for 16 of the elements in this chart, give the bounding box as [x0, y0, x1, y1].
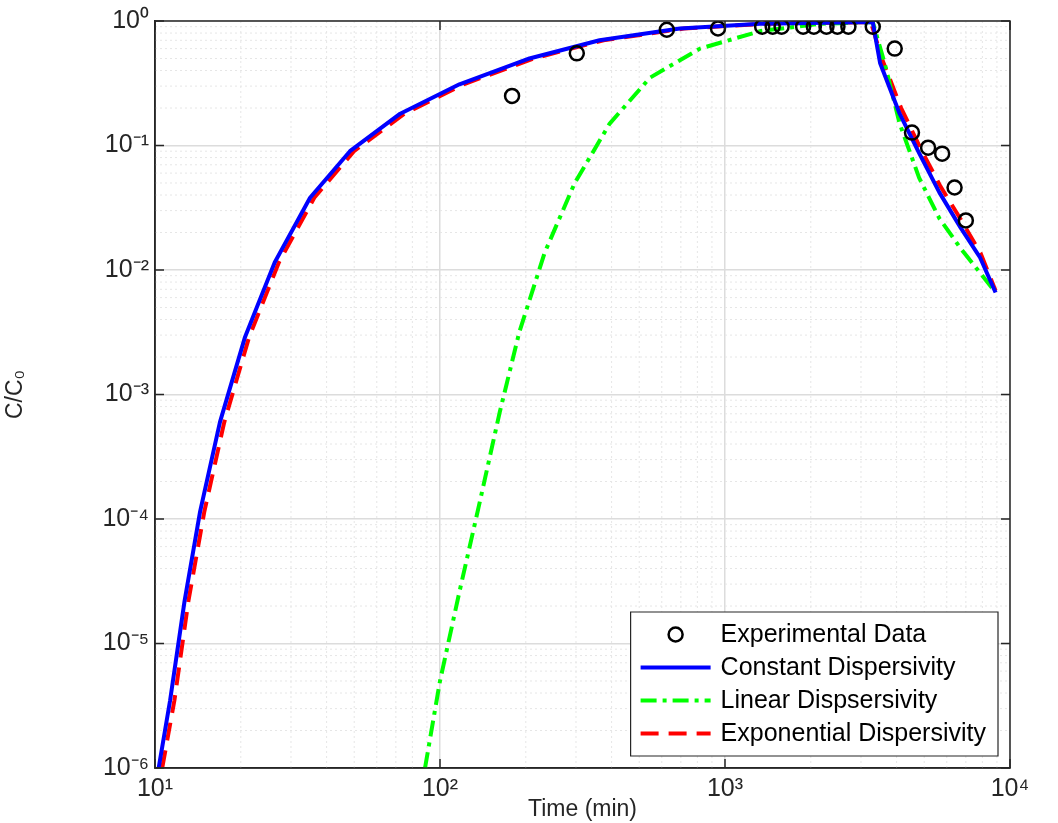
legend-label: Exponential Dispersivity — [720, 718, 987, 747]
x-axis-title: Time (min) — [527, 794, 638, 821]
y-tick-label: 10⁰ — [112, 4, 149, 33]
legend-label: Linear Dispsersivity — [720, 685, 938, 714]
y-tick-label: 10⁻⁴ — [102, 502, 149, 531]
legend-label: Experimental Data — [720, 619, 927, 648]
y-tick-label: 10⁻⁵ — [102, 627, 149, 656]
y-tick-label: 10⁻² — [104, 253, 149, 282]
legend-label: Constant Dispersivity — [720, 652, 956, 681]
y-tick-label: 10⁻¹ — [104, 129, 149, 158]
x-tick-label: 10¹ — [136, 772, 174, 801]
x-tick-label: 10³ — [706, 772, 744, 801]
x-tick-label: 10⁴ — [990, 772, 1030, 801]
x-tick-label: 10² — [421, 772, 459, 801]
y-tick-label: 10⁻³ — [104, 378, 149, 407]
y-axis-title: C/C₀ — [1, 369, 28, 420]
